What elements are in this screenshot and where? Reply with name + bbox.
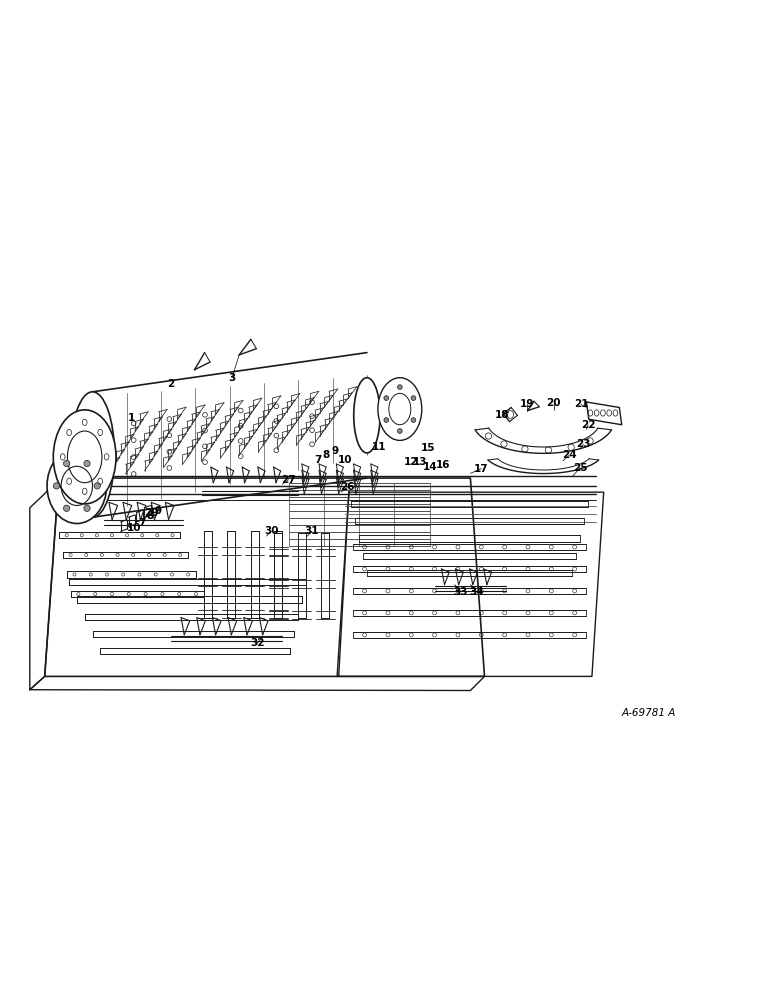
Text: 12: 12 (404, 457, 418, 467)
Text: 10: 10 (127, 523, 141, 533)
Text: 24: 24 (562, 450, 576, 460)
Text: 31: 31 (305, 526, 319, 536)
Text: 2: 2 (167, 379, 175, 389)
Text: 29: 29 (144, 508, 158, 518)
Text: 21: 21 (574, 399, 588, 409)
Ellipse shape (47, 448, 107, 524)
Text: 18: 18 (495, 410, 510, 420)
Text: 5: 5 (405, 413, 413, 423)
Ellipse shape (53, 483, 60, 489)
Ellipse shape (53, 410, 116, 504)
Ellipse shape (397, 429, 402, 433)
Text: 20: 20 (546, 398, 561, 408)
Text: 13: 13 (413, 457, 427, 467)
Ellipse shape (354, 378, 380, 453)
Text: 30: 30 (264, 526, 278, 536)
Text: 17: 17 (474, 464, 488, 474)
Text: 8: 8 (322, 450, 330, 460)
Text: 28: 28 (85, 465, 100, 475)
Text: 9: 9 (332, 446, 339, 456)
Ellipse shape (84, 505, 90, 511)
Text: 10: 10 (338, 455, 352, 465)
Ellipse shape (64, 460, 70, 467)
Text: 16: 16 (436, 460, 450, 470)
Text: 27: 27 (281, 475, 296, 485)
Text: 4: 4 (405, 400, 413, 410)
Text: 22: 22 (581, 420, 595, 430)
Text: 14: 14 (423, 462, 437, 472)
Ellipse shape (71, 392, 114, 517)
Text: 11: 11 (372, 442, 386, 452)
Text: 7: 7 (314, 455, 321, 465)
Text: A-69781 A: A-69781 A (622, 708, 676, 718)
Text: 32: 32 (250, 638, 264, 648)
Text: 3: 3 (228, 373, 236, 383)
Ellipse shape (384, 396, 389, 400)
Text: 25: 25 (573, 463, 587, 473)
Text: 26: 26 (340, 482, 354, 492)
Text: 33: 33 (454, 587, 468, 597)
Ellipse shape (411, 418, 416, 422)
Ellipse shape (397, 385, 402, 389)
Text: 19: 19 (520, 399, 534, 409)
Ellipse shape (94, 483, 100, 489)
Text: 15: 15 (421, 443, 435, 453)
Ellipse shape (411, 396, 416, 400)
Ellipse shape (384, 418, 389, 422)
Ellipse shape (378, 378, 422, 440)
Text: 8: 8 (146, 511, 154, 521)
Ellipse shape (84, 460, 90, 467)
Text: 6: 6 (405, 425, 413, 435)
Text: 34: 34 (470, 587, 484, 597)
Text: 23: 23 (576, 439, 590, 449)
Text: 7: 7 (138, 518, 146, 528)
Ellipse shape (64, 505, 70, 511)
Text: 9: 9 (154, 506, 162, 516)
Text: 1: 1 (128, 413, 136, 423)
